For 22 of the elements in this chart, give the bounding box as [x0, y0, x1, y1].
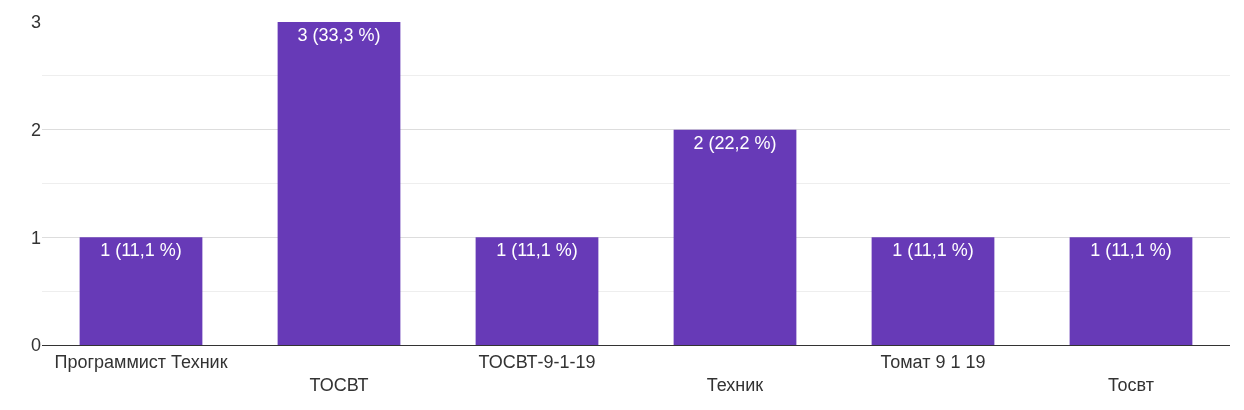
bar	[871, 237, 995, 345]
bar	[1069, 237, 1193, 345]
bar	[673, 129, 797, 345]
x-tick-label: ТОСВТ	[309, 375, 369, 395]
x-tick-label: Томат 9 1 19	[880, 351, 986, 372]
x-tick-label: Программист Техник	[54, 351, 228, 372]
data-label: 1 (11,1 %)	[1090, 240, 1172, 261]
y-tick-label: 3	[30, 12, 41, 33]
bar	[277, 22, 401, 345]
data-label: 1 (11,1 %)	[100, 240, 182, 261]
x-tick-label: ТОСВТ-9-1-19	[478, 351, 596, 372]
x-tick-label: Тосвт	[1107, 375, 1155, 395]
data-label: 1 (11,1 %)	[496, 240, 578, 261]
data-label: 2 (22,2 %)	[693, 132, 777, 153]
y-tick-label: 0	[30, 335, 41, 356]
data-label: 1 (11,1 %)	[892, 240, 974, 261]
y-tick-label: 2	[30, 119, 41, 140]
y-tick-label: 1	[30, 227, 41, 248]
bar	[475, 237, 599, 345]
bar	[79, 237, 203, 345]
x-tick-label: Техник	[706, 375, 764, 395]
data-label: 3 (33,3 %)	[297, 25, 381, 45]
